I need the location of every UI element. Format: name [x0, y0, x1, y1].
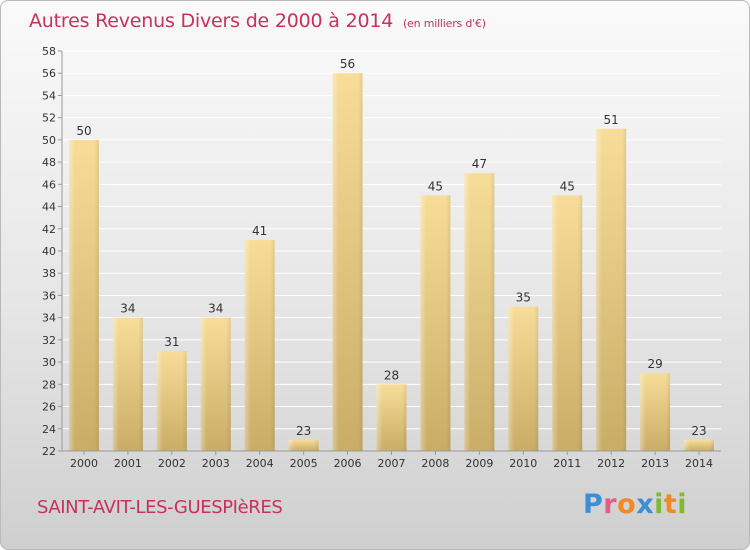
x-tick-label: 2004	[246, 457, 274, 470]
y-tick-label: 32	[42, 334, 56, 347]
data-label: 56	[340, 57, 355, 71]
x-tick-label: 2008	[421, 457, 449, 470]
data-label: 28	[384, 368, 399, 382]
data-label: 23	[691, 424, 706, 438]
x-tick-label: 2014	[685, 457, 713, 470]
y-tick-label: 28	[42, 378, 56, 391]
bar-shade-2009	[464, 173, 495, 451]
bar-shade-2008	[420, 195, 451, 451]
y-tick-label: 24	[42, 423, 56, 436]
data-label: 23	[296, 424, 311, 438]
y-tick-label: 34	[42, 312, 56, 325]
bar-shade-2005	[288, 439, 319, 451]
data-label: 50	[76, 124, 91, 138]
logo-letter: x	[636, 489, 655, 520]
bar-shade-2001	[112, 317, 143, 451]
y-tick-label: 26	[42, 401, 56, 414]
chart-title-text: Autres Revenus Divers de 2000 à 2014	[29, 10, 394, 32]
y-tick-label: 40	[42, 245, 56, 258]
x-tick-label: 2002	[158, 457, 186, 470]
bar-shade-2007	[376, 384, 407, 451]
bar-shade-2014	[684, 439, 715, 451]
data-label: 31	[164, 335, 179, 349]
bar-shade-2011	[552, 195, 583, 451]
y-tick-label: 48	[42, 156, 56, 169]
bar-shade-2003	[200, 317, 231, 451]
data-label: 45	[560, 179, 575, 193]
logo-letter: o	[617, 489, 637, 520]
x-tick-label: 2000	[70, 457, 98, 470]
data-label: 41	[252, 224, 267, 238]
bar-shade-2006	[332, 73, 363, 451]
x-tick-label: 2012	[597, 457, 625, 470]
town-name: SAINT-AVIT-LES-GUESPIèRES	[37, 497, 283, 518]
x-tick-label: 2013	[641, 457, 669, 470]
y-tick-label: 44	[42, 201, 56, 214]
data-label: 34	[120, 302, 135, 316]
bar-shade-2010	[508, 306, 539, 451]
data-label: 29	[647, 357, 662, 371]
bar-shade-2000	[68, 139, 99, 451]
axes: 22 24 26 28 30 32 34 36 38 40 42 44 46 48 50 52 54 56 58 20…	[42, 45, 721, 470]
logo-letter: i	[654, 489, 664, 520]
logo-letter: r	[603, 489, 618, 520]
logo-letter: t	[663, 489, 678, 520]
bar-shade-2002	[156, 351, 187, 451]
bar-shade-2004	[244, 239, 275, 451]
y-tick-label: 42	[42, 223, 56, 236]
x-tick-label: 2009	[465, 457, 493, 470]
y-tick-label: 52	[42, 112, 56, 125]
x-tick-label: 2003	[202, 457, 230, 470]
y-tick-label: 22	[42, 445, 56, 458]
y-tick-label: 30	[42, 356, 56, 369]
x-tick-label: 2001	[114, 457, 142, 470]
y-tick-label: 38	[42, 267, 56, 280]
bar-shade-2013	[640, 373, 671, 451]
y-tick-label: 50	[42, 134, 56, 147]
data-label: 51	[604, 113, 619, 127]
data-label: 35	[516, 291, 531, 305]
x-tick-label: 2010	[509, 457, 537, 470]
y-tick-label: 54	[42, 89, 56, 102]
x-tick-label: 2006	[334, 457, 362, 470]
proxiti-logo[interactable]: Proxiti	[583, 489, 687, 520]
data-label: 47	[472, 157, 487, 171]
x-tick-label: 2007	[378, 457, 406, 470]
x-tick-label: 2005	[290, 457, 318, 470]
chart-title: Autres Revenus Divers de 2000 à 2014 (en…	[29, 10, 486, 32]
logo-letter: i	[677, 489, 688, 520]
data-label: 45	[428, 179, 443, 193]
chart-subtitle: (en milliers d'€)	[402, 17, 486, 30]
y-tick-label: 58	[42, 45, 56, 58]
bars: 50 34 31 34 41 23 56 28 45 47 35 45 51 29 23	[68, 57, 715, 451]
x-tick-label: 2011	[553, 457, 581, 470]
y-tick-label: 46	[42, 178, 56, 191]
bar-shade-2012	[596, 128, 627, 451]
y-tick-label: 56	[42, 67, 56, 80]
data-label: 34	[208, 302, 223, 316]
logo-letter: P	[583, 489, 604, 520]
y-tick-label: 36	[42, 289, 56, 302]
